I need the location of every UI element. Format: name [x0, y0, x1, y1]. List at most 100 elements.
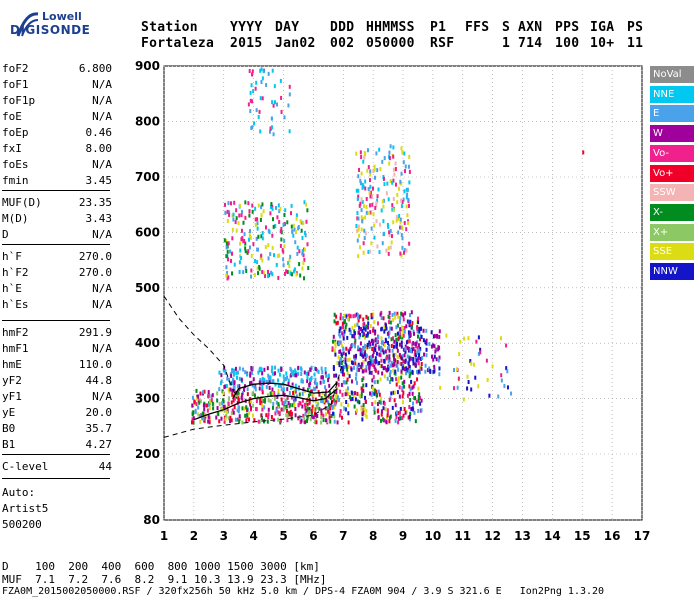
data-point — [258, 386, 261, 391]
data-point — [360, 386, 363, 391]
data-point — [408, 339, 411, 344]
data-point — [403, 329, 406, 334]
data-point — [271, 68, 274, 73]
y-tick-label: 200 — [135, 447, 160, 461]
data-point — [345, 400, 348, 405]
data-point — [364, 231, 367, 236]
data-point — [376, 198, 379, 203]
data-point — [371, 362, 374, 367]
data-point — [226, 254, 229, 259]
data-point — [320, 375, 323, 380]
data-point — [259, 68, 262, 73]
data-point — [391, 313, 394, 318]
data-point — [292, 223, 295, 228]
data-point — [315, 420, 318, 425]
data-point — [401, 381, 404, 386]
data-point — [339, 312, 342, 317]
data-point — [321, 375, 324, 380]
data-point — [369, 178, 372, 183]
data-point — [238, 213, 241, 218]
data-point — [391, 348, 394, 353]
data-point — [257, 370, 260, 375]
data-point — [251, 99, 254, 104]
data-point — [409, 348, 412, 353]
data-point — [368, 249, 371, 254]
data-point — [418, 395, 421, 400]
data-point — [300, 228, 303, 233]
data-point — [267, 373, 270, 378]
data-point — [393, 356, 396, 361]
data-point — [250, 125, 253, 130]
data-point — [246, 407, 249, 412]
data-point — [392, 196, 395, 201]
data-point — [376, 361, 379, 366]
data-point — [391, 405, 394, 410]
x-tick-label: 11 — [454, 529, 471, 543]
data-point — [233, 380, 236, 385]
param-name: foF1p — [2, 94, 36, 107]
data-point — [383, 182, 386, 187]
data-point — [218, 370, 221, 375]
data-point — [395, 214, 398, 219]
data-point — [300, 378, 303, 383]
data-point — [345, 380, 348, 385]
x-tick-label: 14 — [544, 529, 561, 543]
x-tick-label: 17 — [634, 529, 651, 543]
data-point — [248, 233, 251, 238]
data-point — [301, 398, 304, 403]
data-point — [201, 411, 204, 416]
data-point — [399, 179, 402, 184]
data-point — [256, 226, 259, 231]
data-point — [384, 323, 387, 328]
data-point — [457, 376, 460, 381]
data-point — [233, 384, 236, 389]
data-point — [271, 272, 274, 277]
data-point — [376, 194, 379, 199]
data-point — [339, 316, 342, 321]
data-point — [408, 384, 411, 389]
data-point — [395, 344, 398, 349]
data-point — [401, 386, 404, 391]
data-point — [434, 349, 437, 354]
data-point — [366, 342, 369, 347]
data-point — [267, 375, 270, 380]
data-point — [236, 375, 239, 380]
data-point — [306, 379, 309, 384]
data-point — [412, 358, 415, 363]
data-point — [382, 204, 385, 209]
data-point — [259, 377, 262, 382]
data-point — [267, 398, 270, 403]
data-point — [347, 364, 350, 369]
data-point — [276, 215, 279, 220]
data-point — [256, 221, 259, 226]
data-point — [341, 372, 344, 377]
data-point — [346, 377, 349, 382]
param-name: M(D) — [2, 212, 29, 225]
data-point — [328, 411, 331, 416]
data-point — [506, 385, 509, 390]
data-point — [211, 401, 214, 406]
data-point — [368, 365, 371, 370]
data-point — [223, 408, 226, 413]
data-point — [270, 125, 273, 130]
data-point — [203, 407, 206, 412]
data-point — [288, 403, 291, 408]
header-cell: 714 — [518, 36, 543, 51]
data-point — [420, 366, 423, 371]
x-tick-label: 16 — [604, 529, 621, 543]
data-point — [247, 249, 250, 254]
data-point — [286, 375, 289, 380]
data-point — [381, 371, 384, 376]
data-point — [380, 327, 383, 332]
data-point — [362, 403, 365, 408]
data-point — [238, 260, 241, 265]
data-point — [399, 406, 402, 411]
data-point — [397, 230, 400, 235]
data-point — [369, 184, 372, 189]
data-point — [414, 349, 417, 354]
data-point — [405, 195, 408, 200]
data-point — [359, 181, 362, 186]
param-value: N/A — [92, 342, 112, 355]
data-point — [410, 310, 413, 315]
data-point — [408, 180, 411, 185]
